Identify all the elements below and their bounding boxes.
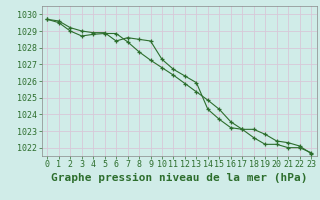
X-axis label: Graphe pression niveau de la mer (hPa): Graphe pression niveau de la mer (hPa) (51, 173, 308, 183)
